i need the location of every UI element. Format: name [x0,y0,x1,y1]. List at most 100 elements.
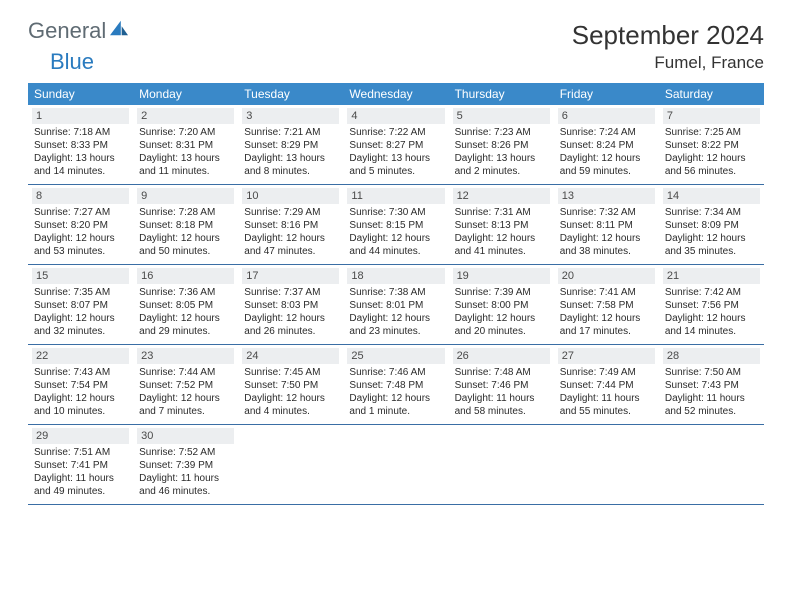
sunset-line: Sunset: 7:43 PM [663,379,760,392]
daylight-line-2: and 7 minutes. [137,405,234,418]
daylight-line-2: and 14 minutes. [32,165,129,178]
day-cell: 7Sunrise: 7:25 AMSunset: 8:22 PMDaylight… [659,105,764,184]
page-title: September 2024 [572,20,764,51]
daylight-line-2: and 52 minutes. [663,405,760,418]
sunrise-line: Sunrise: 7:35 AM [32,286,129,299]
sunset-line: Sunset: 7:41 PM [32,459,129,472]
daylight-line-1: Daylight: 12 hours [32,312,129,325]
daylight-line-1: Daylight: 12 hours [558,232,655,245]
day-cell: 27Sunrise: 7:49 AMSunset: 7:44 PMDayligh… [554,345,659,424]
daylight-line-2: and 20 minutes. [453,325,550,338]
sunrise-line: Sunrise: 7:52 AM [137,446,234,459]
day-cell: 23Sunrise: 7:44 AMSunset: 7:52 PMDayligh… [133,345,238,424]
day-cell: 6Sunrise: 7:24 AMSunset: 8:24 PMDaylight… [554,105,659,184]
sunrise-line: Sunrise: 7:51 AM [32,446,129,459]
weeks-container: 1Sunrise: 7:18 AMSunset: 8:33 PMDaylight… [28,105,764,505]
brand-part2: Blue [50,51,94,73]
day-number: 26 [453,348,550,364]
weekday-header-row: Sunday Monday Tuesday Wednesday Thursday… [28,83,764,105]
day-cell: 8Sunrise: 7:27 AMSunset: 8:20 PMDaylight… [28,185,133,264]
daylight-line-1: Daylight: 12 hours [347,312,444,325]
weekday-header: Friday [554,83,659,105]
sunset-line: Sunset: 8:11 PM [558,219,655,232]
day-number: 11 [347,188,444,204]
sunset-line: Sunset: 8:16 PM [242,219,339,232]
day-cell: 13Sunrise: 7:32 AMSunset: 8:11 PMDayligh… [554,185,659,264]
day-cell: 2Sunrise: 7:20 AMSunset: 8:31 PMDaylight… [133,105,238,184]
day-cell: 26Sunrise: 7:48 AMSunset: 7:46 PMDayligh… [449,345,554,424]
sunrise-line: Sunrise: 7:29 AM [242,206,339,219]
sunrise-line: Sunrise: 7:41 AM [558,286,655,299]
sunset-line: Sunset: 7:46 PM [453,379,550,392]
daylight-line-1: Daylight: 13 hours [137,152,234,165]
daylight-line-2: and 41 minutes. [453,245,550,258]
sunrise-line: Sunrise: 7:34 AM [663,206,760,219]
sunrise-line: Sunrise: 7:48 AM [453,366,550,379]
day-cell: 10Sunrise: 7:29 AMSunset: 8:16 PMDayligh… [238,185,343,264]
daylight-line-1: Daylight: 12 hours [453,312,550,325]
sunset-line: Sunset: 8:26 PM [453,139,550,152]
daylight-line-1: Daylight: 12 hours [32,392,129,405]
daylight-line-2: and 35 minutes. [663,245,760,258]
daylight-line-1: Daylight: 12 hours [242,392,339,405]
daylight-line-2: and 46 minutes. [137,485,234,498]
day-number: 14 [663,188,760,204]
sunset-line: Sunset: 8:29 PM [242,139,339,152]
daylight-line-2: and 1 minute. [347,405,444,418]
day-number: 17 [242,268,339,284]
day-number: 2 [137,108,234,124]
sunrise-line: Sunrise: 7:46 AM [347,366,444,379]
daylight-line-2: and 50 minutes. [137,245,234,258]
sunrise-line: Sunrise: 7:28 AM [137,206,234,219]
day-cell: 17 Sunrise: 7:37 AMSunset: 8:03 PMDayligh… [238,265,343,344]
daylight-line-1: Daylight: 12 hours [663,232,760,245]
daylight-line-1: Daylight: 13 hours [242,152,339,165]
daylight-line-2: and 56 minutes. [663,165,760,178]
weekday-header: Monday [133,83,238,105]
location-label: Fumel, France [572,53,764,73]
day-number: 22 [32,348,129,364]
day-number: 13 [558,188,655,204]
sunrise-line: Sunrise: 7:45 AM [242,366,339,379]
calendar-grid: Sunday Monday Tuesday Wednesday Thursday… [28,83,764,505]
daylight-line-1: Daylight: 12 hours [347,232,444,245]
sunrise-line: Sunrise: 7:31 AM [453,206,550,219]
day-number: 25 [347,348,444,364]
sunrise-line: Sunrise: 7:23 AM [453,126,550,139]
day-cell: 24Sunrise: 7:45 AMSunset: 7:50 PMDayligh… [238,345,343,424]
day-cell: 4Sunrise: 7:22 AMSunset: 8:27 PMDaylight… [343,105,448,184]
sunset-line: Sunset: 8:03 PM [242,299,339,312]
sunrise-line: Sunrise: 7:27 AM [32,206,129,219]
sunrise-line: Sunrise: 7:50 AM [663,366,760,379]
daylight-line-2: and 2 minutes. [453,165,550,178]
daylight-line-2: and 23 minutes. [347,325,444,338]
day-number: 8 [32,188,129,204]
daylight-line-2: and 44 minutes. [347,245,444,258]
sunset-line: Sunset: 7:52 PM [137,379,234,392]
daylight-line-1: Daylight: 12 hours [137,392,234,405]
day-cell: 16Sunrise: 7:36 AMSunset: 8:05 PMDayligh… [133,265,238,344]
sunrise-line: Sunrise: 7:44 AM [137,366,234,379]
daylight-line-2: and 55 minutes. [558,405,655,418]
day-number: 4 [347,108,444,124]
brand-sail-icon [108,19,130,37]
day-cell: 9Sunrise: 7:28 AMSunset: 8:18 PMDaylight… [133,185,238,264]
sunrise-line: Sunrise: 7:37 AM [242,286,339,299]
day-cell: 15Sunrise: 7:35 AMSunset: 8:07 PMDayligh… [28,265,133,344]
daylight-line-1: Daylight: 12 hours [242,312,339,325]
daylight-line-2: and 14 minutes. [663,325,760,338]
daylight-line-1: Daylight: 12 hours [32,232,129,245]
day-number: 29 [32,428,129,444]
day-number: 24 [242,348,339,364]
sunrise-line: Sunrise: 7:24 AM [558,126,655,139]
day-number: 21 [663,268,760,284]
daylight-line-2: and 10 minutes. [32,405,129,418]
sunrise-line: Sunrise: 7:22 AM [347,126,444,139]
day-number: 5 [453,108,550,124]
day-cell: 14Sunrise: 7:34 AMSunset: 8:09 PMDayligh… [659,185,764,264]
weekday-header: Wednesday [343,83,448,105]
sunset-line: Sunset: 8:24 PM [558,139,655,152]
day-number: 18 [347,268,444,284]
sunset-line: Sunset: 8:22 PM [663,139,760,152]
day-number: 20 [558,268,655,284]
